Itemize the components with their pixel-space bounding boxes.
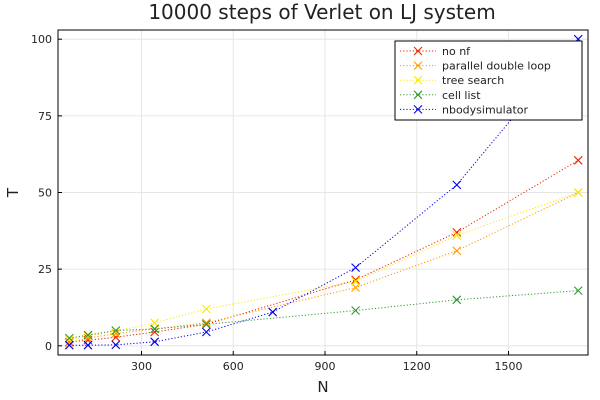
y-axis-label: T <box>4 187 22 198</box>
y-tick-label: 25 <box>38 263 52 276</box>
data-point <box>351 277 360 286</box>
data-point <box>201 304 211 314</box>
data-point <box>201 327 211 337</box>
series-line <box>69 290 579 339</box>
data-point <box>64 340 74 350</box>
data-point <box>64 333 74 343</box>
legend-item: tree search <box>400 74 504 87</box>
data-point <box>111 332 121 342</box>
data-point <box>573 188 583 197</box>
data-point <box>150 318 160 328</box>
x-tick-label: 300 <box>131 360 152 373</box>
x-tick-label: 900 <box>314 360 335 373</box>
data-point <box>452 231 462 240</box>
series-0 <box>64 155 583 347</box>
series-line <box>69 192 579 341</box>
legend-marker <box>413 105 423 114</box>
series-3 <box>64 286 583 343</box>
legend-label: nbodysimulator <box>442 103 528 116</box>
data-point <box>573 286 583 296</box>
y-tick-label: 50 <box>38 187 52 200</box>
legend-marker <box>413 61 423 70</box>
series-2 <box>64 188 583 345</box>
data-point <box>150 337 160 347</box>
data-point <box>201 318 211 328</box>
legend-marker <box>413 75 423 85</box>
data-point <box>111 326 121 335</box>
legend-label: parallel double loop <box>442 60 551 73</box>
data-point <box>573 155 583 165</box>
series-layer <box>64 34 583 350</box>
data-point <box>452 295 462 305</box>
legend-item: no nf <box>400 45 471 58</box>
legend-marker <box>413 90 423 100</box>
data-point <box>83 340 93 350</box>
data-point <box>351 275 360 285</box>
chart-title: 10000 steps of Verlet on LJ system <box>148 0 495 24</box>
legend-label: no nf <box>442 45 471 58</box>
series-1 <box>64 188 583 348</box>
data-point <box>111 329 121 338</box>
data-point <box>452 227 462 237</box>
data-point <box>83 331 93 341</box>
x-axis-label: N <box>317 378 328 396</box>
data-point <box>268 307 278 317</box>
legend-item: cell list <box>400 89 481 102</box>
x-tick-label: 1500 <box>494 360 522 373</box>
y-tick-label: 0 <box>45 340 52 353</box>
x-tick-label: 600 <box>223 360 244 373</box>
data-point <box>351 306 360 315</box>
legend-item: parallel double loop <box>400 60 551 73</box>
data-point <box>351 283 360 292</box>
x-tick-label: 1200 <box>403 360 431 373</box>
data-point <box>201 319 211 329</box>
series-4 <box>64 34 583 350</box>
y-tick-label: 100 <box>31 33 52 46</box>
y-tick-label: 75 <box>38 110 52 123</box>
series-line <box>69 159 579 343</box>
data-point <box>351 263 360 273</box>
ticks: 300 600 900 1200 1500 0 25 50 75 100 <box>31 33 522 373</box>
data-point <box>452 246 462 256</box>
legend-label: tree search <box>442 74 504 87</box>
data-point <box>150 324 160 334</box>
legend-item: nbodysimulator <box>400 103 528 116</box>
legend-label: cell list <box>442 89 481 102</box>
data-point <box>83 330 93 340</box>
legend-marker <box>413 46 423 56</box>
data-point <box>111 340 121 350</box>
series-line <box>69 192 579 344</box>
data-point <box>452 180 462 190</box>
